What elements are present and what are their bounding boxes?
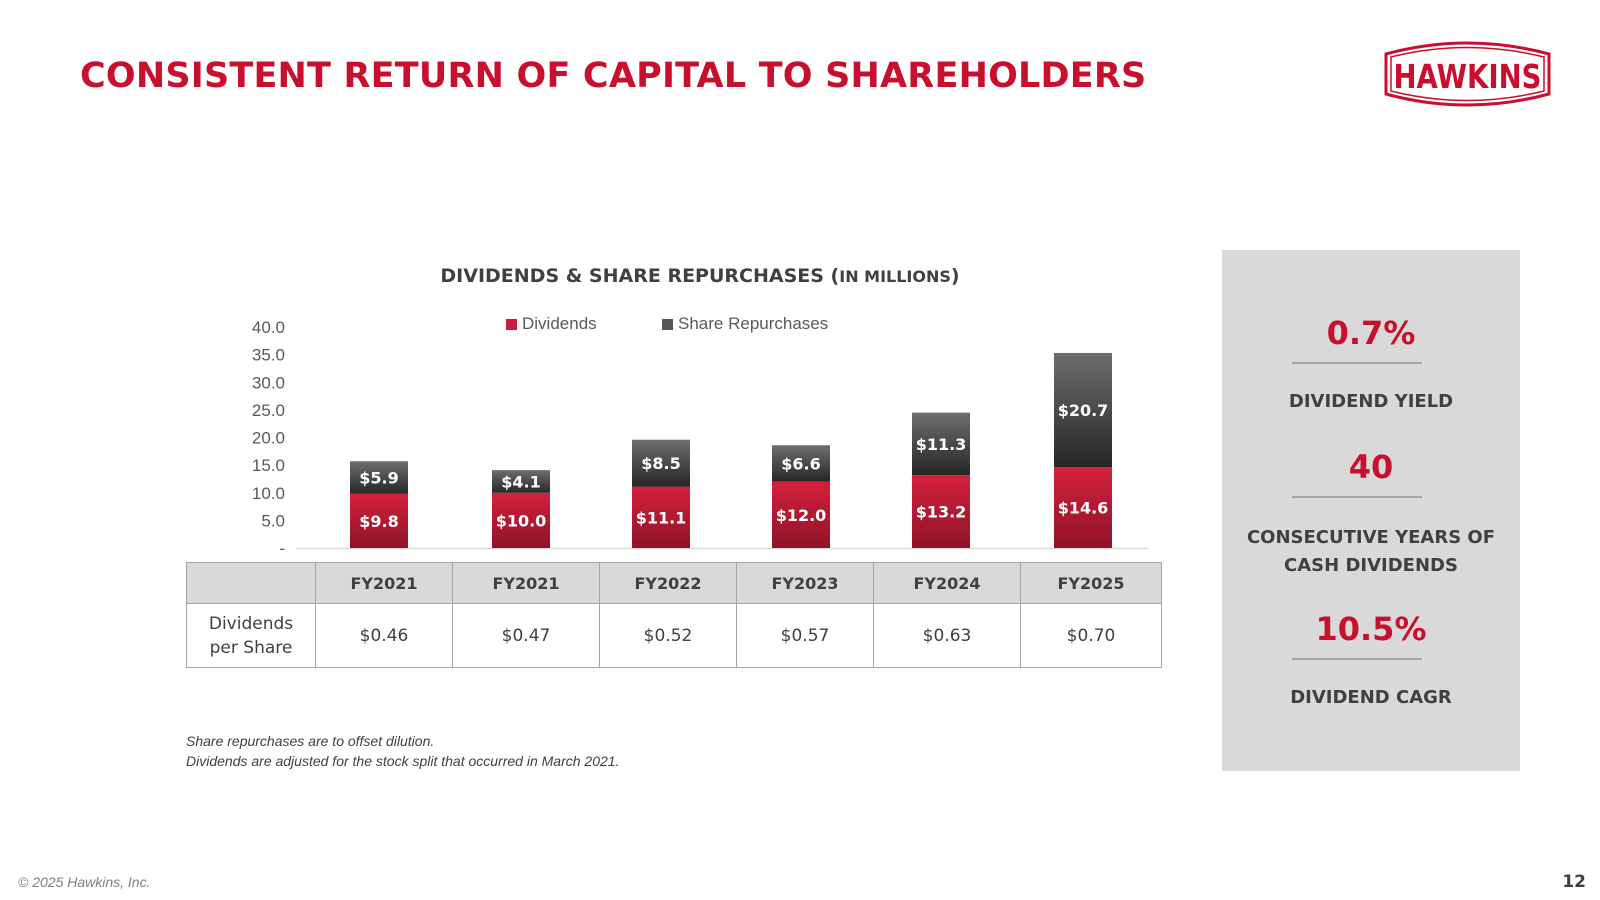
data-label-repurchases: $4.1 xyxy=(501,472,540,491)
chart-title: DIVIDENDS & SHARE REPURCHASES (IN MILLIO… xyxy=(300,265,1100,287)
table-cell: $0.63 xyxy=(873,603,1021,668)
data-label-dividends: $12.0 xyxy=(776,506,827,525)
bar-repurchases xyxy=(350,461,408,494)
chart-title-main: DIVIDENDS & SHARE REPURCHASES ( xyxy=(440,265,840,287)
y-tick-label: - xyxy=(279,539,285,558)
copyright-footer: © 2025 Hawkins, Inc. xyxy=(18,874,151,890)
data-label-dividends: $13.2 xyxy=(916,503,967,522)
data-label-dividends: $9.8 xyxy=(359,512,398,531)
divider xyxy=(1292,496,1422,498)
bar-repurchases xyxy=(772,445,830,482)
data-label-repurchases: $11.3 xyxy=(916,435,967,454)
table-header-row: FY2021 FY2021 FY2022 FY2023 FY2024 FY202… xyxy=(186,562,1162,604)
stats-panel: 0.7% DIVIDEND YIELD 40 CONSECUTIVE YEARS… xyxy=(1222,250,1520,771)
table-header-cell: FY2022 xyxy=(599,562,737,604)
dividend-yield-value: 0.7% xyxy=(1326,314,1416,352)
consecutive-years-label-line2: CASH DIVIDENDS xyxy=(1284,555,1458,576)
chart-legend: Dividends Share Repurchases xyxy=(0,314,1600,338)
legend-swatch-repurchases xyxy=(662,318,673,330)
table-cell: $0.52 xyxy=(599,603,737,668)
y-tick-label: 35.0 xyxy=(252,346,285,365)
data-label-repurchases: $20.7 xyxy=(1058,401,1109,420)
divider xyxy=(1292,658,1422,660)
table-cell: $0.57 xyxy=(736,603,874,668)
legend-item-dividends: Dividends xyxy=(506,314,597,334)
y-tick-label: 30.0 xyxy=(252,373,285,392)
chart-title-close: ) xyxy=(950,265,960,287)
table-header-cell: FY2024 xyxy=(873,562,1021,604)
legend-swatch-dividends xyxy=(506,318,517,330)
page-number: 12 xyxy=(1562,872,1586,892)
legend-label-repurchases: Share Repurchases xyxy=(678,314,829,333)
bar-dividends xyxy=(912,475,970,548)
bar-repurchases xyxy=(1054,352,1112,468)
bar-dividends xyxy=(632,486,690,548)
legend-item-repurchases: Share Repurchases xyxy=(662,314,828,334)
page-title: CONSISTENT RETURN OF CAPITAL TO SHAREHOL… xyxy=(80,56,1147,96)
consecutive-years-value: 40 xyxy=(1348,448,1394,486)
consecutive-years-label: CONSECUTIVE YEARS OF CASH DIVIDENDS xyxy=(1222,524,1520,580)
consecutive-years-label-line1: CONSECUTIVE YEARS OF xyxy=(1246,527,1496,548)
chart-title-units: IN MILLIONS xyxy=(839,267,951,286)
table-header-cell: FY2021 xyxy=(315,562,453,604)
footnote: Dividends are adjusted for the stock spl… xyxy=(186,753,620,769)
y-tick-label: 10.0 xyxy=(252,484,285,503)
bar-dividends xyxy=(350,493,408,548)
data-label-repurchases: $8.5 xyxy=(641,454,680,473)
data-label-repurchases: $6.6 xyxy=(781,454,820,473)
table-cell: $0.70 xyxy=(1020,603,1162,668)
table-row-label-line1: Dividends xyxy=(208,613,294,634)
logo-text: HAWKINS xyxy=(1394,57,1542,96)
data-label-dividends: $11.1 xyxy=(636,508,687,527)
data-label-dividends: $14.6 xyxy=(1058,499,1109,518)
footnotes: Share repurchases are to offset dilution… xyxy=(186,731,619,771)
bar-repurchases xyxy=(492,470,550,493)
table-row: Dividends per Share $0.46 $0.47 $0.52 $0… xyxy=(186,603,1162,668)
table-header-cell: FY2025 xyxy=(1020,562,1162,604)
bar-repurchases xyxy=(912,412,970,476)
table-row-label-line2: per Share xyxy=(209,637,293,658)
table-header-blank xyxy=(186,562,316,604)
bar-dividends xyxy=(492,492,550,548)
y-tick-label: 5.0 xyxy=(261,511,285,530)
dividend-cagr-label: DIVIDEND CAGR xyxy=(1290,687,1452,708)
y-tick-label: 25.0 xyxy=(252,401,285,420)
table-row-label: Dividends per Share xyxy=(186,603,316,668)
data-label-dividends: $10.0 xyxy=(496,511,547,530)
bar-dividends xyxy=(1054,467,1112,548)
table-cell: $0.46 xyxy=(315,603,453,668)
y-tick-label: 20.0 xyxy=(252,429,285,448)
hawkins-logo: HAWKINS xyxy=(1384,41,1551,107)
data-label-repurchases: $5.9 xyxy=(359,469,398,488)
table-header-cell: FY2021 xyxy=(452,562,600,604)
table-header-cell: FY2023 xyxy=(736,562,874,604)
bar-repurchases xyxy=(632,439,690,487)
divider xyxy=(1292,362,1422,364)
y-tick-label: 40.0 xyxy=(252,318,285,337)
dividends-per-share-table: FY2021 FY2021 FY2022 FY2023 FY2024 FY202… xyxy=(186,562,1162,668)
legend-label-dividends: Dividends xyxy=(522,314,597,333)
dividend-cagr-value: 10.5% xyxy=(1315,610,1427,648)
footnote: Share repurchases are to offset dilution… xyxy=(186,733,435,749)
y-tick-label: 15.0 xyxy=(252,456,285,475)
dividend-yield-label: DIVIDEND YIELD xyxy=(1288,391,1454,412)
table-cell: $0.47 xyxy=(452,603,600,668)
bar-dividends xyxy=(772,481,830,548)
